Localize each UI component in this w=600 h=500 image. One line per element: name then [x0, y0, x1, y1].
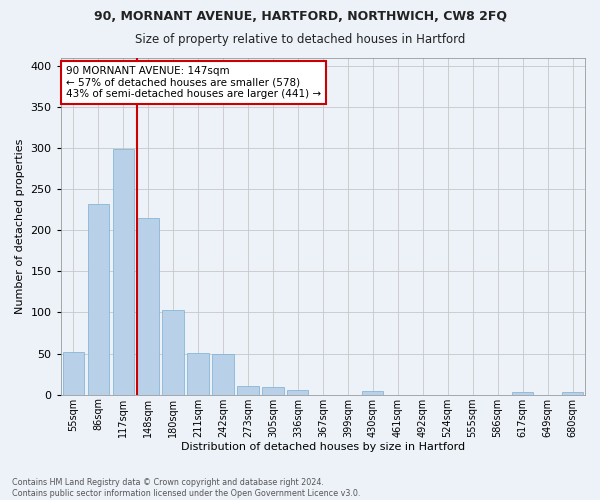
Bar — [113, 149, 134, 394]
Bar — [262, 388, 284, 394]
Bar — [62, 352, 84, 395]
Bar — [137, 218, 159, 394]
Bar — [287, 390, 308, 394]
Bar — [512, 392, 533, 394]
Bar — [187, 352, 209, 395]
X-axis label: Distribution of detached houses by size in Hartford: Distribution of detached houses by size … — [181, 442, 465, 452]
Bar — [212, 354, 233, 395]
Text: Contains HM Land Registry data © Crown copyright and database right 2024.
Contai: Contains HM Land Registry data © Crown c… — [12, 478, 361, 498]
Bar — [238, 386, 259, 394]
Text: 90 MORNANT AVENUE: 147sqm
← 57% of detached houses are smaller (578)
43% of semi: 90 MORNANT AVENUE: 147sqm ← 57% of detac… — [66, 66, 321, 99]
Y-axis label: Number of detached properties: Number of detached properties — [15, 138, 25, 314]
Bar — [562, 392, 583, 394]
Bar — [88, 204, 109, 394]
Text: 90, MORNANT AVENUE, HARTFORD, NORTHWICH, CW8 2FQ: 90, MORNANT AVENUE, HARTFORD, NORTHWICH,… — [94, 10, 506, 23]
Bar — [362, 390, 383, 394]
Bar — [163, 310, 184, 394]
Text: Size of property relative to detached houses in Hartford: Size of property relative to detached ho… — [135, 32, 465, 46]
